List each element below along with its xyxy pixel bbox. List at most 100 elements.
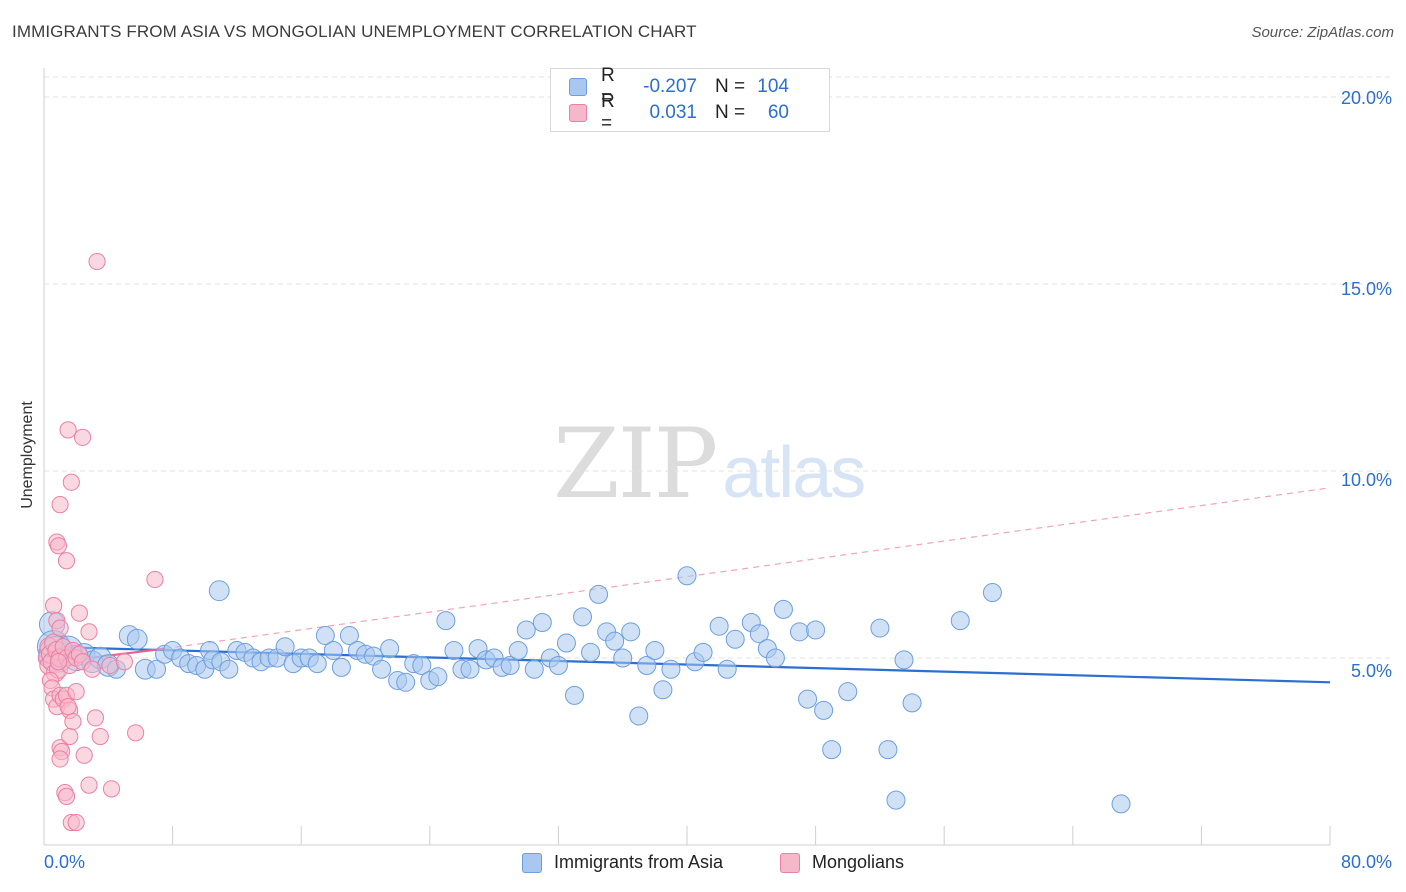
axis-layer <box>43 68 1331 846</box>
correlation-legend: R = -0.207 N = 104 R = 0.031 N = 60 <box>550 65 830 134</box>
watermark-zip: ZIP <box>553 408 718 520</box>
point-asia <box>790 622 810 642</box>
point-asia <box>372 659 392 679</box>
legend-swatch-blue <box>569 78 587 96</box>
point-asia <box>147 659 167 679</box>
point-mongolians <box>51 619 69 637</box>
point-mongolians <box>67 813 85 832</box>
legend-label-mongolians: Mongolians <box>812 852 905 872</box>
point-asia <box>444 641 464 661</box>
point-asia <box>556 633 576 653</box>
point-asia <box>693 642 713 662</box>
point-mongolians <box>70 604 88 622</box>
point-mongolians <box>51 496 69 514</box>
point-asia <box>822 740 842 760</box>
point-asia <box>573 607 593 627</box>
point-mongolians <box>59 421 77 439</box>
trend-extension-mongolians <box>164 487 1331 650</box>
point-asia <box>709 616 729 636</box>
legend-item-mongolians[interactable]: Mongolians <box>780 852 904 873</box>
point-asia <box>516 620 536 640</box>
point-asia <box>814 700 834 720</box>
y-tick-20: 20.0% <box>1340 88 1392 108</box>
point-asia <box>508 641 528 661</box>
grid-layer <box>44 76 1392 659</box>
point-asia <box>629 706 649 726</box>
legend-n-label: N = <box>715 76 746 97</box>
watermark-atlas: atlas <box>722 433 866 513</box>
x-tick-max: 80.0% <box>1340 852 1392 872</box>
point-asia <box>428 667 448 687</box>
legend-r-label: R = <box>601 65 615 108</box>
legend-n-value: 60 <box>767 102 789 123</box>
legend-r-value: 0.031 <box>649 102 697 123</box>
y-tick-10: 10.0% <box>1340 470 1392 490</box>
point-asia <box>878 740 898 760</box>
source-label[interactable]: Source: ZipAtlas.com <box>1251 24 1394 41</box>
point-mongolians <box>115 653 133 671</box>
point-asia <box>950 611 970 631</box>
point-asia <box>380 639 400 659</box>
point-asia <box>323 641 343 661</box>
point-asia <box>126 628 148 650</box>
watermark: ZIPatlas <box>553 408 866 520</box>
legend-swatch-pink <box>780 852 800 873</box>
point-asia <box>339 626 359 646</box>
point-asia <box>219 659 239 679</box>
point-asia <box>315 626 335 646</box>
point-asia <box>564 685 584 705</box>
point-asia <box>838 682 858 702</box>
point-asia <box>717 659 737 679</box>
point-asia <box>870 618 890 638</box>
point-mongolians <box>57 787 76 805</box>
point-asia <box>605 631 625 651</box>
point-mongolians <box>73 428 92 446</box>
series-legend: Immigrants from Asia Mongolians <box>0 852 1406 876</box>
legend-row-asia: R = -0.207 N = 104 <box>569 65 789 108</box>
point-mongolians <box>127 724 145 742</box>
point-asia <box>589 584 609 604</box>
point-asia <box>765 648 785 668</box>
point-mongolians <box>88 252 106 271</box>
point-asia <box>307 654 327 674</box>
point-mongolians <box>64 712 82 731</box>
point-asia <box>798 689 818 709</box>
chart-title: IMMIGRANTS FROM ASIA VS MONGOLIAN UNEMPL… <box>12 22 697 41</box>
point-asia <box>1111 794 1131 814</box>
point-asia <box>581 642 601 662</box>
point-asia <box>677 566 697 586</box>
point-asia <box>725 629 745 649</box>
legend-n-value: 104 <box>757 76 789 97</box>
y-tick-5: 5.0% <box>1350 661 1392 681</box>
point-asia <box>331 657 351 677</box>
point-asia <box>902 693 922 713</box>
point-asia <box>886 790 906 810</box>
point-asia <box>645 641 665 661</box>
point-mongolians <box>102 780 121 798</box>
point-asia <box>637 655 657 675</box>
legend-item-asia[interactable]: Immigrants from Asia <box>522 852 723 873</box>
legend-label-asia: Immigrants from Asia <box>554 852 724 872</box>
point-asia <box>275 637 295 657</box>
legend-swatch-blue <box>522 852 542 873</box>
y-axis-label: Unemployment <box>19 401 36 509</box>
point-mongolians <box>75 746 93 764</box>
x-tick-min: 0.0% <box>44 852 86 872</box>
point-asia <box>500 655 520 675</box>
point-mongolians <box>80 776 98 794</box>
point-asia <box>396 672 416 692</box>
legend-row-mongolians: R = 0.031 N = 60 <box>569 91 789 134</box>
y-tick-15: 15.0% <box>1340 279 1392 299</box>
point-asia <box>621 622 641 642</box>
point-asia <box>548 655 568 675</box>
point-asia <box>412 655 432 675</box>
point-mongolians <box>57 552 76 570</box>
point-asia <box>894 650 914 670</box>
point-mongolians <box>61 727 79 746</box>
point-asia <box>749 624 769 644</box>
point-mongolians <box>86 709 105 727</box>
point-mongolians <box>45 597 63 615</box>
legend-r-label: R = <box>601 91 615 134</box>
point-asia <box>613 648 633 668</box>
